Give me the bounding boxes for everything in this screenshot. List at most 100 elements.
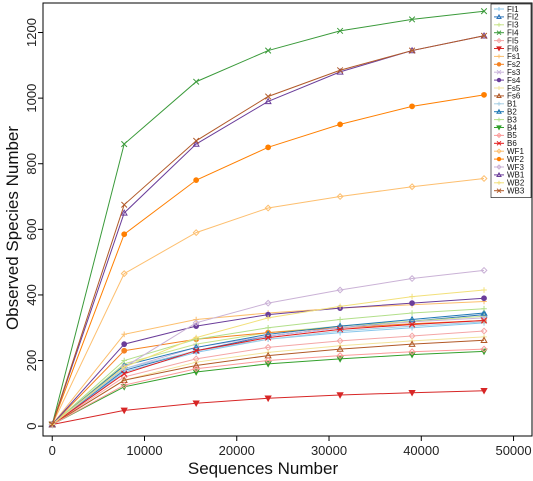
data-point (481, 295, 487, 302)
data-point (192, 365, 200, 373)
data-point (336, 286, 344, 294)
x-tick-label: 10000 (126, 443, 162, 458)
data-point (496, 46, 502, 52)
legend-item: WF3 (494, 163, 524, 172)
data-point (121, 370, 128, 377)
data-point (193, 334, 199, 341)
y-tick-label: 0 (24, 423, 39, 430)
data-point (497, 101, 501, 106)
data-point (264, 361, 272, 368)
data-point (121, 231, 128, 238)
legend-label: B5 (507, 131, 517, 140)
data-point (496, 69, 502, 75)
legend-label: Fs2 (507, 60, 521, 69)
legend-item: B2 (494, 108, 517, 117)
legend-item: B5 (494, 131, 517, 140)
data-point (480, 8, 488, 15)
legend-item: B3 (494, 115, 517, 124)
data-point (480, 266, 488, 274)
data-point (480, 31, 488, 39)
data-point (193, 78, 200, 85)
legend-label: Fs4 (507, 76, 521, 85)
data-point (480, 32, 488, 39)
data-point (480, 336, 488, 343)
legend-label: Fs1 (507, 52, 521, 61)
data-point (264, 330, 272, 338)
legend-item: Fs3 (494, 68, 521, 77)
data-point (496, 156, 502, 162)
legend-item: WF1 (494, 147, 524, 156)
data-point (408, 16, 416, 23)
data-point (264, 334, 272, 341)
data-point (409, 293, 415, 300)
data-point (408, 321, 416, 328)
data-point (120, 407, 128, 415)
legend-label: WB3 (507, 187, 525, 196)
legend-label: Fs3 (507, 68, 521, 77)
legend-item: Fs1 (494, 52, 521, 61)
legend-item: WF2 (494, 155, 524, 164)
legend-item: B1 (494, 100, 517, 109)
series-wb2 (49, 287, 487, 428)
data-point (408, 47, 416, 54)
data-point (496, 164, 502, 170)
data-point (408, 389, 416, 397)
data-point (121, 341, 128, 348)
legend-label: Fs6 (507, 92, 521, 101)
data-point (480, 387, 488, 395)
data-point (336, 345, 344, 352)
plot-frame (42, 2, 533, 437)
legend-item: Fs5 (494, 84, 521, 93)
data-point (192, 319, 200, 327)
data-point (264, 357, 272, 365)
data-point (193, 347, 200, 354)
data-point (120, 270, 128, 278)
data-point (192, 229, 200, 237)
series-b6 (49, 317, 488, 428)
data-point (496, 148, 502, 154)
series-b5 (48, 345, 488, 429)
data-point (337, 303, 343, 310)
series-fi4 (49, 8, 488, 428)
data-point (496, 132, 502, 139)
legend-label: FI2 (507, 13, 519, 22)
data-point (408, 348, 416, 356)
legend-label: FI3 (507, 21, 519, 30)
legend-label: B2 (507, 108, 517, 117)
x-axis-title: Sequences Number (188, 459, 339, 478)
legend-label: FI4 (507, 29, 519, 38)
data-point (120, 209, 128, 216)
y-tick-label: 200 (24, 350, 39, 372)
legend-item: FI4 (494, 29, 519, 38)
series-wb3 (49, 32, 488, 428)
data-point (480, 314, 488, 322)
legend-box (490, 3, 532, 198)
data-point (336, 326, 344, 333)
x-tick-label: 40000 (403, 443, 439, 458)
data-point (408, 340, 416, 347)
data-point (49, 421, 56, 428)
legend-item: FI2 (494, 13, 519, 22)
data-point (409, 310, 415, 316)
data-point (336, 352, 344, 360)
data-point (264, 47, 272, 54)
legend-label: WB1 (507, 171, 525, 180)
legend-label: FI6 (507, 44, 519, 53)
data-point (496, 77, 502, 83)
legend-label: B6 (507, 139, 517, 148)
data-point (497, 54, 501, 59)
plot-border (42, 2, 533, 437)
data-point (496, 125, 502, 131)
series-line (51, 94, 485, 425)
data-point (264, 395, 272, 403)
legend-item: Fs6 (494, 92, 521, 101)
legend-item: FI6 (494, 44, 519, 53)
data-point (480, 327, 488, 335)
legend-item: Fs4 (494, 76, 521, 85)
data-point (496, 171, 502, 177)
legend-label: WF3 (507, 163, 524, 172)
legend-label: B4 (507, 123, 517, 132)
legend-item: B6 (494, 139, 517, 148)
data-point (264, 204, 272, 212)
